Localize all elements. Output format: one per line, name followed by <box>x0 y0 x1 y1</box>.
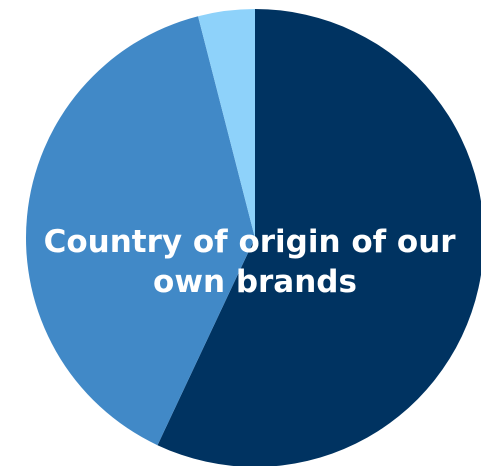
chart-title-line-1: Country of origin of our <box>44 224 457 260</box>
pie-slice-1 <box>157 9 481 466</box>
chart-title: Country of origin of our own brands <box>44 224 467 300</box>
chart-title-line-2: own brands <box>153 264 357 300</box>
pie-slices <box>25 8 481 466</box>
pie-slice-2 <box>25 16 256 446</box>
pie-slice-3 <box>198 8 255 238</box>
